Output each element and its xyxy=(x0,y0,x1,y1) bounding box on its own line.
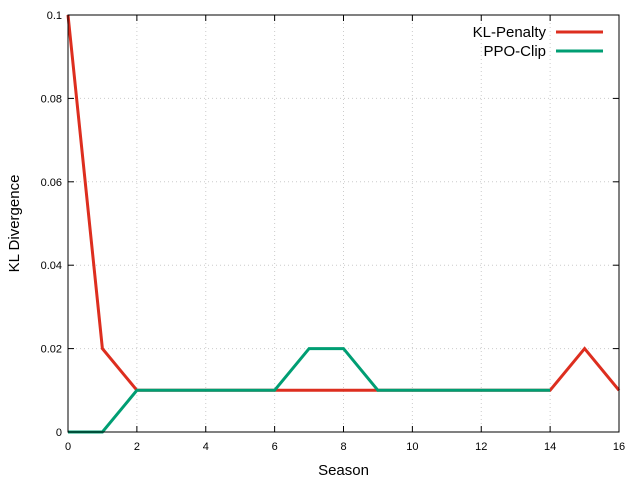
series-line-ppo-clip xyxy=(68,347,551,434)
grid xyxy=(68,15,619,432)
x-tick-label: 4 xyxy=(203,441,209,453)
x-tick-label: 6 xyxy=(272,441,278,453)
legend-label: PPO-Clip xyxy=(483,43,546,60)
x-tick-label: 12 xyxy=(475,441,487,453)
y-tick-label: 0.1 xyxy=(47,10,62,22)
x-tick-label: 2 xyxy=(134,441,140,453)
tick-labels: 0 2 4 6 8 10 12 14 16 0 0.02 0.04 0.06 0.08 0.1 xyxy=(41,10,626,453)
legend-label: KL-Penalty xyxy=(473,24,547,41)
x-tick-label: 14 xyxy=(544,441,556,453)
legend-item: PPO-Clip xyxy=(483,43,603,60)
y-tick-label: 0.02 xyxy=(41,344,62,356)
legend-item: KL-Penalty xyxy=(473,24,603,41)
x-tick-label: 16 xyxy=(613,441,625,453)
ticks xyxy=(67,14,620,433)
x-tick-label: 0 xyxy=(65,441,71,453)
x-tick-label: 10 xyxy=(406,441,418,453)
x-tick-label: 8 xyxy=(340,441,346,453)
y-tick-label: 0.04 xyxy=(41,260,62,272)
y-tick-label: 0.08 xyxy=(41,93,62,105)
y-tick-label: 0.06 xyxy=(41,177,62,189)
series-layer xyxy=(66,14,621,434)
x-axis-label: Season xyxy=(318,462,369,479)
legend: KL-Penalty PPO-Clip xyxy=(473,24,603,60)
y-tick-label: 0 xyxy=(56,427,62,439)
y-axis-label: KL Divergence xyxy=(6,175,23,273)
